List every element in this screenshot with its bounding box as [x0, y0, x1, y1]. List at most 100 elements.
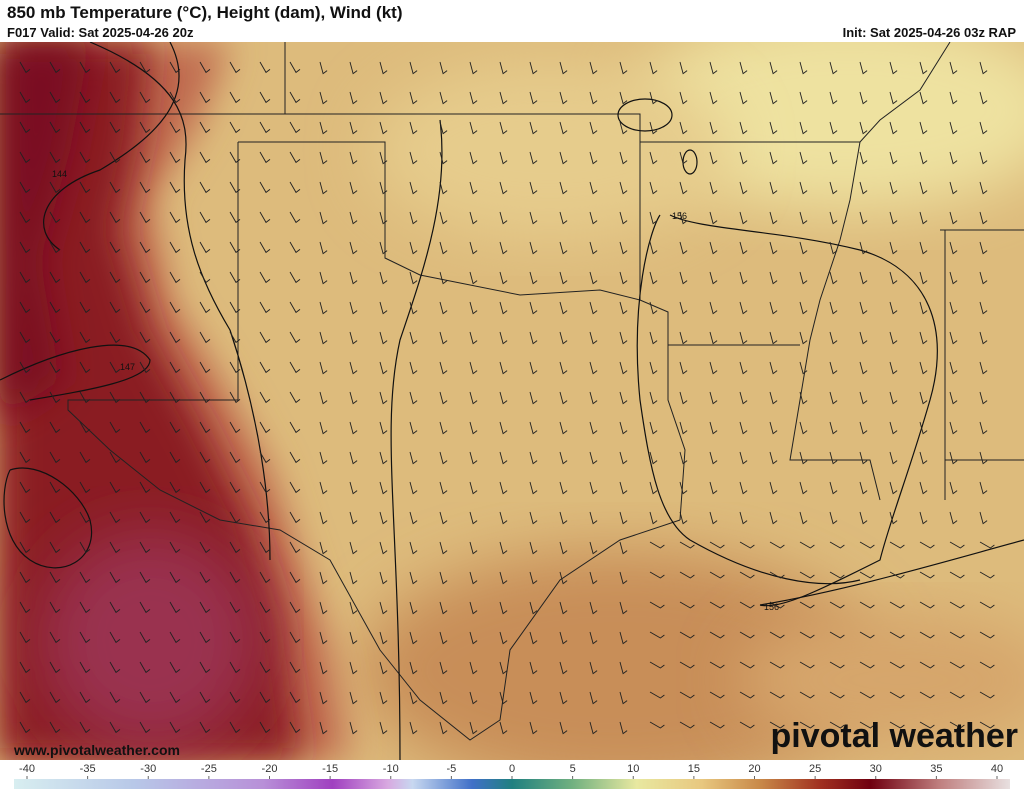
wind-barb [289, 121, 301, 134]
wind-barb [589, 661, 598, 675]
wind-barb [109, 421, 121, 434]
wind-barb [949, 631, 965, 639]
wind-barb [769, 421, 778, 435]
wind-barb [379, 91, 388, 105]
wind-barb [49, 391, 61, 404]
wind-barb [949, 151, 958, 165]
wind-barb [469, 211, 478, 225]
wind-barb [139, 211, 151, 224]
wind-barb [769, 481, 778, 495]
wind-barb [559, 391, 568, 405]
wind-barb [679, 511, 688, 525]
wind-barb [889, 541, 905, 549]
wind-barb [379, 451, 388, 465]
wind-barb [769, 181, 778, 195]
wind-barb [559, 691, 568, 705]
wind-barb [199, 601, 211, 614]
wind-barb [709, 181, 718, 195]
wind-barb [469, 511, 478, 525]
wind-barb [559, 61, 568, 75]
wind-barb [919, 331, 928, 345]
wind-barb [19, 181, 31, 194]
wind-barb [529, 451, 538, 465]
colorbar-tick-label: -15 [322, 763, 338, 775]
wind-barb [229, 151, 241, 164]
wind-barb [79, 91, 91, 104]
wind-barb [409, 511, 418, 525]
wind-barb [949, 391, 958, 405]
wind-barb [589, 301, 598, 315]
wind-barb [709, 331, 718, 345]
wind-barb [679, 151, 688, 165]
wind-barb [919, 421, 928, 435]
wind-barb [169, 721, 181, 734]
wind-barb [739, 511, 748, 525]
wind-barb [889, 451, 898, 465]
wind-barb [469, 91, 478, 105]
wind-barb [529, 541, 538, 555]
wind-barb [289, 541, 301, 554]
wind-barb [739, 211, 748, 225]
wind-barb [889, 481, 898, 495]
wind-barb [109, 181, 121, 194]
wind-barb [19, 541, 31, 554]
wind-barb [139, 391, 151, 404]
wind-barb [349, 541, 358, 555]
wind-barb [439, 421, 448, 435]
wind-barb [949, 361, 958, 375]
wind-barb [619, 451, 628, 465]
wind-barb [739, 241, 748, 255]
wind-barb [739, 451, 748, 465]
wind-barb [589, 121, 598, 135]
wind-barb [739, 361, 748, 375]
wind-barb [259, 271, 271, 284]
wind-barb [139, 541, 151, 554]
wind-barb [409, 601, 418, 615]
wind-barb [559, 331, 568, 345]
wind-barb [799, 391, 808, 405]
colorbar-tick-label: -30 [140, 763, 156, 775]
wind-barb [769, 271, 778, 285]
wind-barb [169, 481, 181, 494]
wind-barb [769, 511, 778, 525]
wind-barb [319, 451, 328, 465]
wind-barb [739, 391, 748, 405]
wind-barb [259, 181, 271, 194]
wind-barb [859, 271, 868, 285]
wind-barb [679, 661, 695, 669]
wind-barb [199, 481, 211, 494]
wind-barb [619, 181, 628, 195]
wind-barb [349, 421, 358, 435]
wind-barb [229, 691, 241, 704]
wind-barb [949, 511, 958, 525]
wind-barb [229, 61, 241, 74]
wind-barb [829, 631, 845, 639]
wind-barb [19, 91, 31, 104]
wind-barb [499, 331, 508, 345]
wind-barb [649, 451, 658, 465]
wind-barb [889, 331, 898, 345]
wind-barb [139, 691, 151, 704]
wind-barb [679, 451, 688, 465]
wind-barb [859, 421, 868, 435]
wind-barb [49, 151, 61, 164]
wind-barb [979, 691, 995, 699]
wind-barb [829, 421, 838, 435]
wind-barb [979, 421, 988, 435]
wind-barb [619, 121, 628, 135]
wind-barb [709, 481, 718, 495]
wind-barb [109, 691, 121, 704]
wind-barb [79, 451, 91, 464]
wind-barb [919, 181, 928, 195]
wind-barb [619, 631, 628, 645]
wind-barb [679, 721, 695, 729]
boundaries [0, 42, 1024, 741]
wind-barb [859, 61, 868, 75]
wind-barb [679, 241, 688, 255]
wind-barb [199, 181, 211, 194]
wind-barb [919, 121, 928, 135]
wind-barb [589, 571, 598, 585]
wind-barb [529, 121, 538, 135]
wind-barb [469, 151, 478, 165]
wind-barb [319, 391, 328, 405]
